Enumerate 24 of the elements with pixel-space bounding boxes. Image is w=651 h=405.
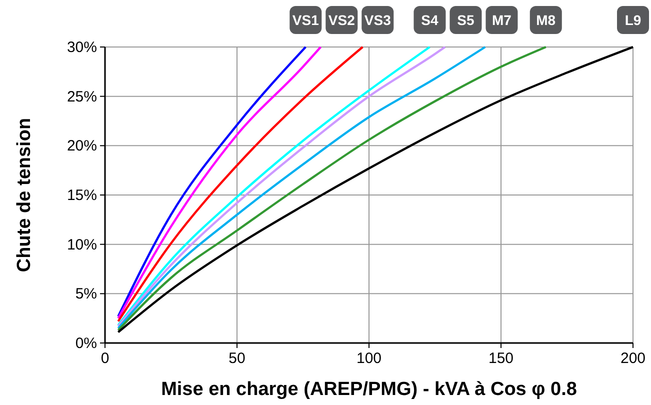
series-label: S5 bbox=[457, 12, 474, 28]
x-tick-label: 150 bbox=[488, 350, 514, 367]
y-tick-label: 30% bbox=[66, 39, 97, 56]
line-series bbox=[117, 46, 634, 334]
series-label: M7 bbox=[492, 12, 512, 28]
x-tick-label: 200 bbox=[620, 350, 646, 367]
x-tick-label: 50 bbox=[228, 350, 246, 367]
x-axis-title: Mise en charge (AREP/PMG) - kVA à Cos φ 0.8 bbox=[161, 379, 577, 400]
y-tick-label: 5% bbox=[75, 286, 97, 303]
series-label: M8 bbox=[536, 12, 556, 28]
y-axis-title: Chute de tension bbox=[14, 118, 35, 272]
series-label: VS1 bbox=[292, 12, 320, 28]
line-series bbox=[117, 46, 364, 322]
y-tick-label: 25% bbox=[66, 88, 97, 106]
y-tick-label: 0% bbox=[75, 335, 97, 352]
x-tick-label: 100 bbox=[356, 350, 382, 367]
series-label: S4 bbox=[421, 12, 438, 28]
y-tick-label: 15% bbox=[66, 187, 97, 204]
y-tick-label: 10% bbox=[66, 236, 97, 254]
series-label: L9 bbox=[624, 12, 642, 28]
series-label: VS3 bbox=[364, 12, 392, 28]
x-tick-label: 0 bbox=[100, 350, 110, 367]
series-label: VS2 bbox=[328, 12, 356, 28]
y-tick-label: 20% bbox=[66, 138, 97, 155]
